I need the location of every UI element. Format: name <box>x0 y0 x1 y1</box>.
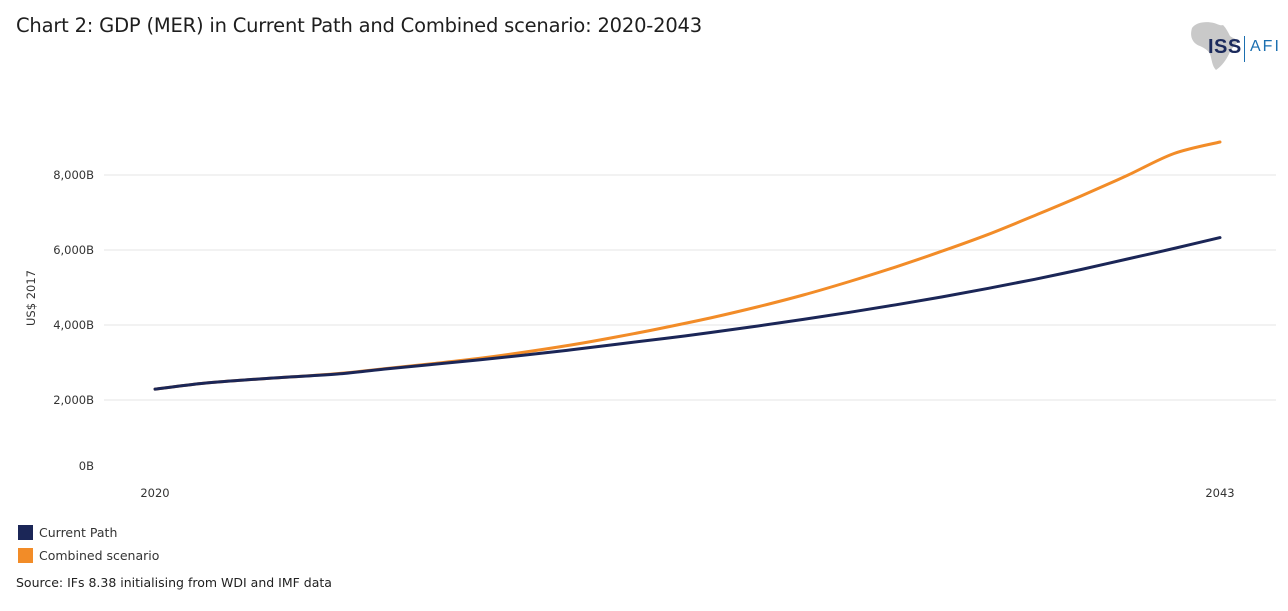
y-tick-label: 4,000B <box>53 318 94 332</box>
y-tick-label: 6,000B <box>53 243 94 257</box>
series-line-combined-scenario[interactable] <box>153 140 1222 391</box>
y-tick-label: 0B <box>79 459 94 473</box>
legend-label-current-path: Current Path <box>39 525 118 540</box>
x-axis-ticks: 2020 2043 <box>140 486 1234 500</box>
chart-title: Chart 2: GDP (MER) in Current Path and C… <box>16 14 702 37</box>
africa-map-icon <box>1191 22 1238 70</box>
y-tick-label: 8,000B <box>53 168 94 182</box>
legend: Current Path Combined scenario <box>18 521 159 567</box>
logo-iss-text: ISS <box>1208 36 1242 58</box>
y-axis-label: US$ 2017 <box>24 270 38 326</box>
x-tick-label: 2043 <box>1205 486 1234 500</box>
logo-divider <box>1244 36 1245 62</box>
x-tick-label: 2020 <box>140 486 169 500</box>
legend-item-current-path[interactable]: Current Path <box>18 521 159 544</box>
y-axis-ticks: 0B 2,000B 4,000B 6,000B 8,000B <box>53 168 94 473</box>
logo-afi-text: AFI <box>1250 38 1281 55</box>
legend-swatch-current-path <box>18 525 33 540</box>
source-note: Source: IFs 8.38 initialising from WDI a… <box>16 575 332 590</box>
series-line-current-path[interactable] <box>153 236 1222 391</box>
grid-lines <box>104 174 1276 401</box>
legend-label-combined-scenario: Combined scenario <box>39 548 160 563</box>
legend-item-combined-scenario[interactable]: Combined scenario <box>18 544 159 567</box>
y-tick-label: 2,000B <box>53 393 94 407</box>
series-lines <box>153 140 1222 391</box>
legend-swatch-combined-scenario <box>18 548 33 563</box>
iss-afi-logo: ISS AFI <box>1186 16 1288 72</box>
